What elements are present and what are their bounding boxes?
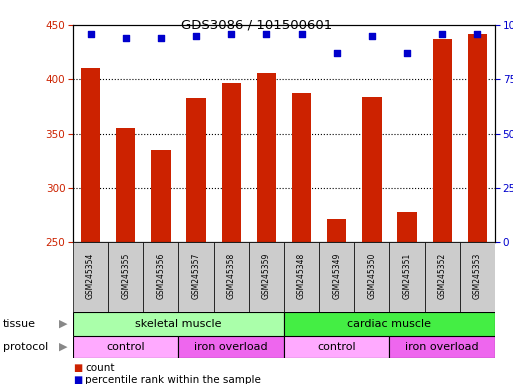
Text: iron overload: iron overload [194, 342, 268, 352]
Bar [468, 34, 487, 242]
Point [438, 31, 446, 37]
Bar [284, 312, 495, 336]
Bar [432, 39, 452, 242]
Text: GSM245357: GSM245357 [191, 252, 201, 299]
Point [122, 35, 130, 41]
Bar [362, 97, 382, 242]
Text: ▶: ▶ [59, 342, 68, 352]
Bar [256, 73, 276, 242]
Bar [460, 242, 495, 312]
Text: GSM245355: GSM245355 [121, 252, 130, 299]
Bar [389, 336, 495, 358]
Bar [81, 68, 100, 242]
Bar [179, 242, 214, 312]
Bar [284, 336, 389, 358]
Point [87, 31, 95, 37]
Bar [398, 212, 417, 242]
Text: GSM245351: GSM245351 [403, 252, 411, 299]
Text: GSM245350: GSM245350 [367, 252, 377, 299]
Text: GSM245359: GSM245359 [262, 252, 271, 299]
Point [473, 31, 482, 37]
Bar [354, 242, 389, 312]
Point [332, 50, 341, 56]
Bar [186, 98, 206, 242]
Point [227, 31, 235, 37]
Text: iron overload: iron overload [405, 342, 479, 352]
Bar [151, 150, 171, 242]
Bar [249, 242, 284, 312]
Text: protocol: protocol [3, 342, 48, 352]
Bar [292, 93, 311, 242]
Point [262, 31, 270, 37]
Bar [116, 128, 135, 242]
Text: tissue: tissue [3, 319, 35, 329]
Text: percentile rank within the sample: percentile rank within the sample [85, 375, 261, 384]
Text: count: count [85, 363, 114, 373]
Text: skeletal muscle: skeletal muscle [135, 319, 222, 329]
Point [368, 33, 376, 39]
Bar [73, 242, 108, 312]
Text: cardiac muscle: cardiac muscle [347, 319, 431, 329]
Bar [108, 242, 143, 312]
Bar [222, 83, 241, 242]
Bar [73, 312, 284, 336]
Text: ■: ■ [73, 375, 82, 384]
Bar [327, 219, 346, 242]
Text: GSM245349: GSM245349 [332, 252, 341, 299]
Point [192, 33, 200, 39]
Text: ■: ■ [73, 363, 82, 373]
Text: GSM245352: GSM245352 [438, 252, 447, 299]
Text: ▶: ▶ [59, 319, 68, 329]
Point [157, 35, 165, 41]
Point [298, 31, 306, 37]
Text: GSM245353: GSM245353 [473, 252, 482, 299]
Text: GSM245348: GSM245348 [297, 252, 306, 299]
Text: GSM245358: GSM245358 [227, 252, 236, 299]
Bar [179, 336, 284, 358]
Bar [73, 336, 179, 358]
Text: GDS3086 / 101500601: GDS3086 / 101500601 [181, 18, 332, 31]
Text: GSM245354: GSM245354 [86, 252, 95, 299]
Text: control: control [318, 342, 356, 352]
Bar [425, 242, 460, 312]
Point [403, 50, 411, 56]
Bar [214, 242, 249, 312]
Bar [143, 242, 179, 312]
Text: GSM245356: GSM245356 [156, 252, 165, 299]
Bar [284, 242, 319, 312]
Bar [389, 242, 425, 312]
Text: control: control [106, 342, 145, 352]
Bar [319, 242, 354, 312]
